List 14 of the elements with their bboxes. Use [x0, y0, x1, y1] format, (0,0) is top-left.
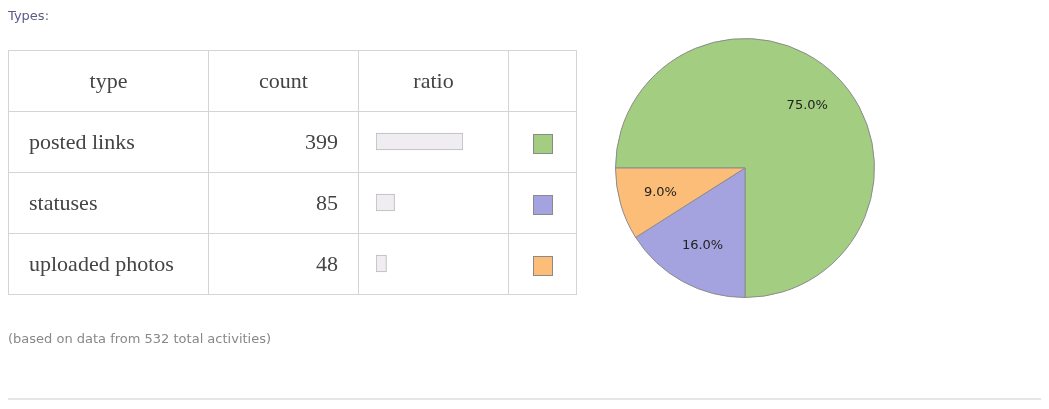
y-tick-label: statuses [8, 172, 209, 234]
data-label: 9.0% [643, 183, 677, 199]
data-label: 85 [208, 172, 359, 234]
text: Types: [8, 8, 50, 23]
data-label: 399 [208, 111, 359, 173]
data-label: 75.0% [786, 97, 828, 113]
text: count [208, 50, 359, 112]
data-label: 16.0% [681, 236, 724, 252]
y-tick-label: posted links [8, 111, 209, 173]
text: (based on data from 532 total activities) [8, 331, 272, 346]
text: type [8, 50, 209, 112]
data-label: 48 [208, 233, 359, 295]
text: ratio [358, 50, 509, 112]
y-tick-label: uploaded photos [8, 233, 209, 295]
